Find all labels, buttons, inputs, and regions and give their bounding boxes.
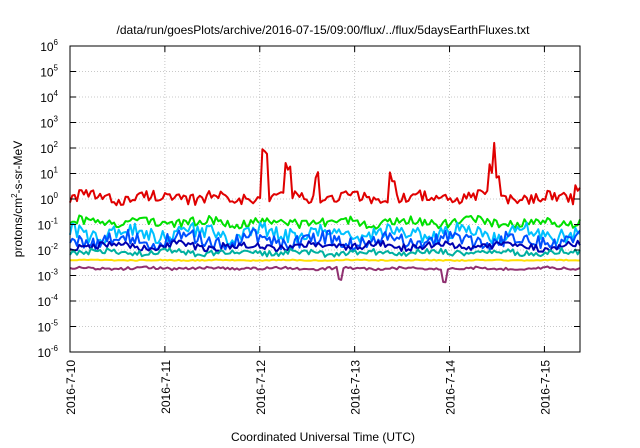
x-tick-label: 2016-7-15	[538, 360, 552, 415]
y-axis-label: protons/cm2-s-sr-MeV	[10, 141, 25, 257]
y-axis-label-post: -s-sr-MeV	[11, 141, 25, 194]
y-tick-label: 10-5	[38, 319, 59, 335]
series-line	[69, 258, 580, 262]
y-tick-label: 105	[40, 64, 58, 80]
x-tick-label: 2016-7-12	[254, 360, 268, 415]
series-line	[69, 239, 581, 253]
y-tick-label: 103	[40, 115, 58, 131]
y-tick-label: 100	[40, 191, 58, 207]
y-tick-label: 10-1	[38, 217, 59, 233]
x-axis: 2016-7-10 2016-7-11 2016-7-12 2016-7-13 2016…	[64, 46, 552, 415]
y-axis-label-pre: protons/cm	[11, 198, 25, 257]
y-tick-label: 102	[40, 140, 58, 156]
x-tick-label: 2016-7-13	[349, 360, 363, 415]
y-tick-label: 106	[40, 38, 58, 54]
y-tick-label: 104	[40, 89, 58, 105]
series-line	[69, 214, 581, 230]
y-tick-label: 10-2	[38, 242, 59, 258]
series-line	[69, 265, 581, 284]
y-tick-label: 101	[40, 166, 58, 182]
x-tick-label: 2016-7-10	[64, 360, 78, 415]
series-group	[69, 141, 581, 284]
y-tick-label: 10-3	[38, 268, 59, 284]
chart-title: /data/run/goesPlots/archive/2016-07-15/0…	[117, 23, 531, 37]
x-axis-label: Coordinated Universal Time (UTC)	[231, 430, 415, 444]
y-tick-label: 10-6	[38, 344, 59, 360]
x-tick-label: 2016-7-14	[444, 360, 458, 415]
y-axis-label-sup: 2	[10, 193, 19, 198]
y-axis: 10-6 10-5 10-4 10-3 10-2 10-1 100 101 102 103 104 1…	[38, 38, 580, 360]
series-line	[69, 221, 581, 246]
y-tick-label: 10-4	[38, 293, 59, 309]
series-line	[69, 228, 581, 252]
x-tick-label: 2016-7-11	[159, 360, 173, 414]
series-line	[69, 247, 581, 258]
series-line	[69, 141, 581, 207]
